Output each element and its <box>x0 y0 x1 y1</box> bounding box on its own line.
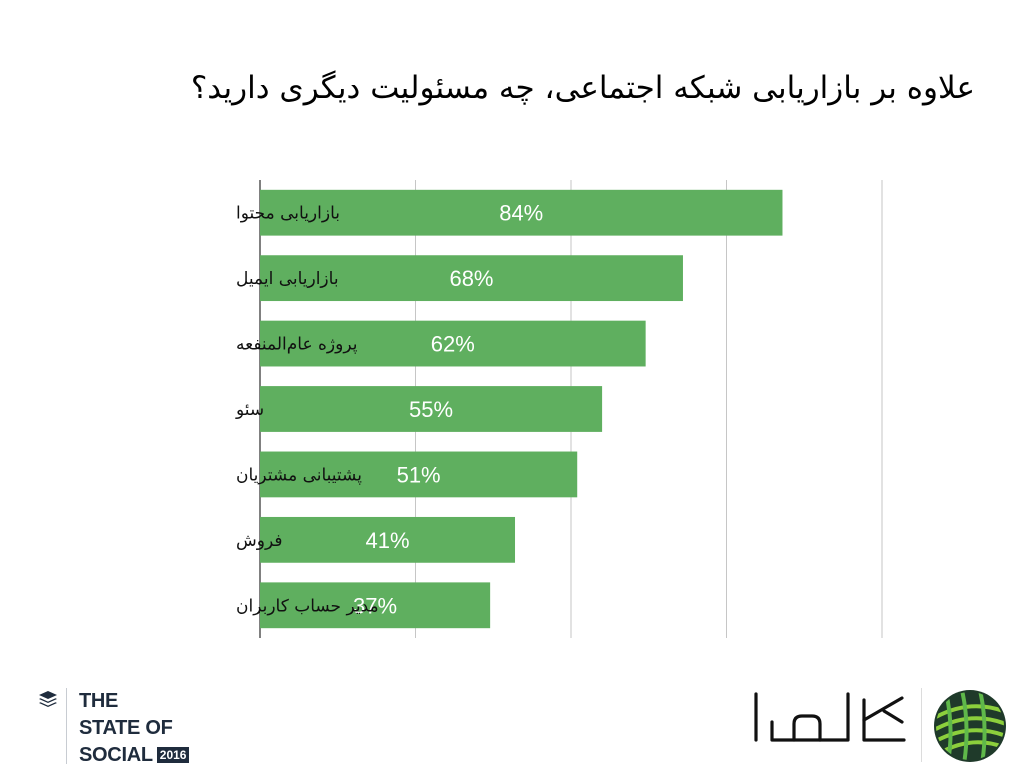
bar-value-label: 37% <box>353 593 397 618</box>
bar <box>260 516 516 563</box>
category-label: فروش <box>236 531 282 551</box>
yarn-ball-icon <box>934 690 1006 762</box>
bar <box>260 451 578 498</box>
bar-value-label: 62% <box>431 332 475 357</box>
category-label: پشتیبانی مشتریان <box>236 465 362 485</box>
bar-value-label: 68% <box>449 266 493 291</box>
buffer-stack-icon <box>39 691 57 707</box>
bar-value-label: 84% <box>499 201 543 226</box>
bar-value-label: 51% <box>397 462 441 487</box>
report-line-2: STATE OF <box>79 717 173 739</box>
brand-logo <box>754 692 906 742</box>
category-label: مدیر حساب کاربران <box>236 596 379 616</box>
chart-title: علاوه بر بازاریابی شبکه اجتماعی، چه مسئو… <box>190 70 975 106</box>
bar <box>260 582 491 629</box>
category-label: بازاریابی ایمیل <box>236 269 339 289</box>
category-label: پروژه عام‌المنفعه <box>236 335 358 355</box>
bar <box>260 386 603 432</box>
report-year-badge: 2016 <box>156 747 190 763</box>
bar <box>260 320 646 367</box>
report-line-1: THE <box>79 690 119 712</box>
bar-chart: 84% بازاریابی محتوا 68% بازاریابی ایمیل 62% پ… <box>235 180 883 638</box>
category-label: بازاریابی محتوا <box>236 204 340 224</box>
state-of-social-badge: THE STATE OF SOCIAL 2016 <box>38 688 198 768</box>
brand-divider <box>921 688 922 762</box>
bar-value-label: 55% <box>409 397 453 422</box>
state-of-social-text: THE STATE OF SOCIAL 2016 <box>79 688 190 769</box>
bar <box>260 189 783 236</box>
bar-value-label: 41% <box>365 528 409 553</box>
footer-divider <box>66 688 67 764</box>
report-line-3: SOCIAL <box>79 744 153 766</box>
category-label: سئو <box>235 400 264 420</box>
bar <box>260 255 683 302</box>
